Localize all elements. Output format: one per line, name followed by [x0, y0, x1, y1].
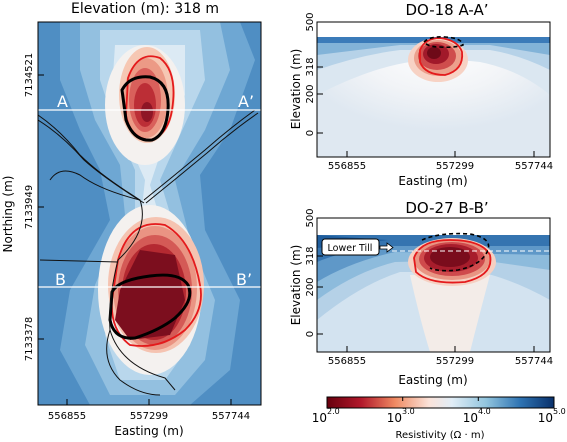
- section1-frame: [316, 21, 551, 158]
- section2-title: DO-27 B-B’: [405, 199, 488, 217]
- colorbar-label: Resistivity (Ω · m): [396, 430, 485, 441]
- label-a: A: [57, 92, 68, 111]
- map-ytick-1: 7134521: [24, 53, 35, 98]
- label-b-prime: B’: [236, 270, 252, 289]
- colorbar-tick-2: 10 3.0: [387, 407, 415, 425]
- section2-ylabel: Elevation (m): [289, 245, 303, 326]
- section1-ticks: [317, 21, 535, 157]
- section2-ticks: [317, 217, 535, 352]
- map-south-footprint: [108, 273, 192, 340]
- svg-text:10: 10: [312, 411, 327, 425]
- section2-xlabel: Easting (m): [398, 373, 467, 387]
- section1-xlabel: Easting (m): [398, 174, 467, 188]
- map-heatmap: [38, 22, 261, 405]
- section1-title: DO-18 A-A’: [405, 1, 488, 19]
- section1-ytick-4: 0: [305, 130, 316, 136]
- section2-ytick-3: 200: [305, 277, 316, 296]
- colorbar-ticks: [402, 397, 479, 401]
- section1-xtick-3: 557744: [515, 161, 553, 172]
- lower-till-label: Lower Till: [328, 243, 373, 254]
- map-xtick-2: 557299: [130, 411, 168, 422]
- map-xlabel: Easting (m): [114, 424, 183, 438]
- lower-till-arrow-icon: [379, 242, 394, 253]
- svg-text:5.0: 5.0: [553, 407, 566, 416]
- colorbar-tick-3: 10 4.0: [463, 407, 491, 425]
- section1-ytick-2: 318: [305, 57, 316, 76]
- svg-text:2.0: 2.0: [327, 407, 340, 416]
- lower-till-label-box: [321, 238, 380, 256]
- section2-heatmap: [317, 218, 550, 352]
- svg-text:10: 10: [463, 411, 478, 425]
- section2-xtick-2: 557299: [436, 356, 474, 367]
- map-roads: [38, 109, 259, 396]
- map-ytick-3: 7133378: [24, 317, 35, 362]
- svg-text:4.0: 4.0: [478, 407, 491, 416]
- map-south-anomaly-outline: [110, 223, 202, 347]
- section1-dashed-body: [422, 36, 464, 49]
- section1-ylabel: Elevation (m): [289, 49, 303, 130]
- svg-text:3.0: 3.0: [402, 407, 415, 416]
- section1-ytick-3: 200: [305, 84, 316, 103]
- section2-ytick-1: 500: [305, 208, 316, 227]
- label-a-prime: A’: [238, 92, 254, 111]
- map-xtick-1: 556855: [48, 411, 86, 422]
- map-xtick-3: 557744: [212, 411, 250, 422]
- map-ytick-2: 7133949: [24, 185, 35, 230]
- svg-text:10: 10: [387, 411, 402, 425]
- section2-ytick-2: 318: [305, 246, 316, 265]
- svg-text:10: 10: [538, 411, 553, 425]
- map-ticks: [38, 74, 232, 405]
- section1-xtick-1: 556855: [328, 161, 366, 172]
- section2-frame: [316, 217, 551, 353]
- section1-ytick-1: 500: [305, 12, 316, 31]
- map-title: Elevation (m): 318 m: [71, 1, 219, 17]
- label-b: B: [55, 270, 66, 289]
- map-ylabel: Northing (m): [1, 176, 15, 253]
- section2-xtick-1: 556855: [328, 356, 366, 367]
- section2-xtick-3: 557744: [515, 356, 553, 367]
- colorbar: [326, 396, 555, 409]
- section1-xtick-2: 557299: [436, 161, 474, 172]
- colorbar-tick-4: 10 5.0: [538, 407, 566, 425]
- section2-ytick-4: 0: [305, 331, 316, 337]
- colorbar-tick-1: 10 2.0: [312, 407, 340, 425]
- section1-heatmap: [317, 22, 550, 157]
- section2-anomaly-outline: [413, 239, 492, 284]
- section1-anomaly-outline: [419, 37, 464, 76]
